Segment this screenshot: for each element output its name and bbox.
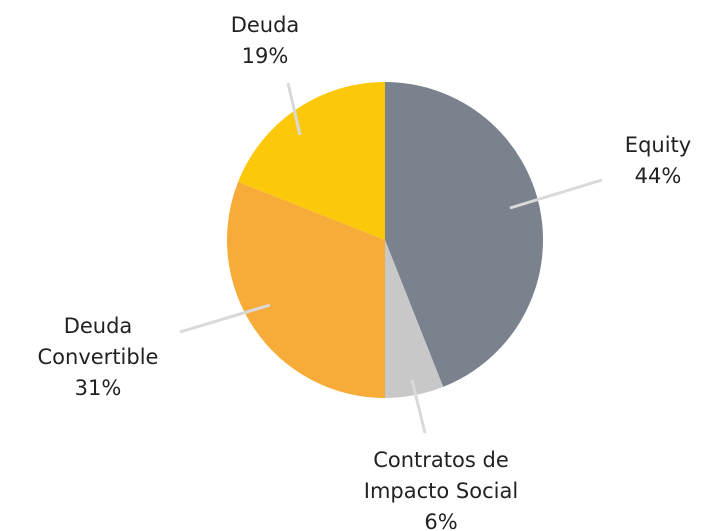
leader-line bbox=[509, 178, 603, 210]
leader-line bbox=[410, 379, 427, 434]
value-label: 31% bbox=[74, 376, 122, 400]
category-label: Contratos de Impacto Social bbox=[363, 448, 519, 503]
pie-slice bbox=[385, 82, 544, 387]
pie-slice bbox=[385, 240, 444, 398]
pie-slice bbox=[226, 181, 385, 398]
slice-label: Deuda Convertible 31% bbox=[23, 311, 173, 404]
slice-label: Equity 44% bbox=[578, 130, 708, 192]
value-label: 19% bbox=[241, 44, 289, 68]
category-label: Deuda bbox=[230, 13, 300, 37]
slice-label: Deuda 19% bbox=[205, 10, 325, 72]
leader-line bbox=[179, 303, 271, 334]
category-label: Equity bbox=[624, 133, 692, 157]
leader-line bbox=[286, 82, 302, 136]
pie-slice bbox=[238, 82, 385, 240]
slice-label: Contratos de Impacto Social 6% bbox=[341, 445, 541, 531]
category-label: Deuda Convertible bbox=[37, 314, 159, 369]
value-label: 6% bbox=[424, 510, 458, 531]
value-label: 44% bbox=[634, 164, 682, 188]
